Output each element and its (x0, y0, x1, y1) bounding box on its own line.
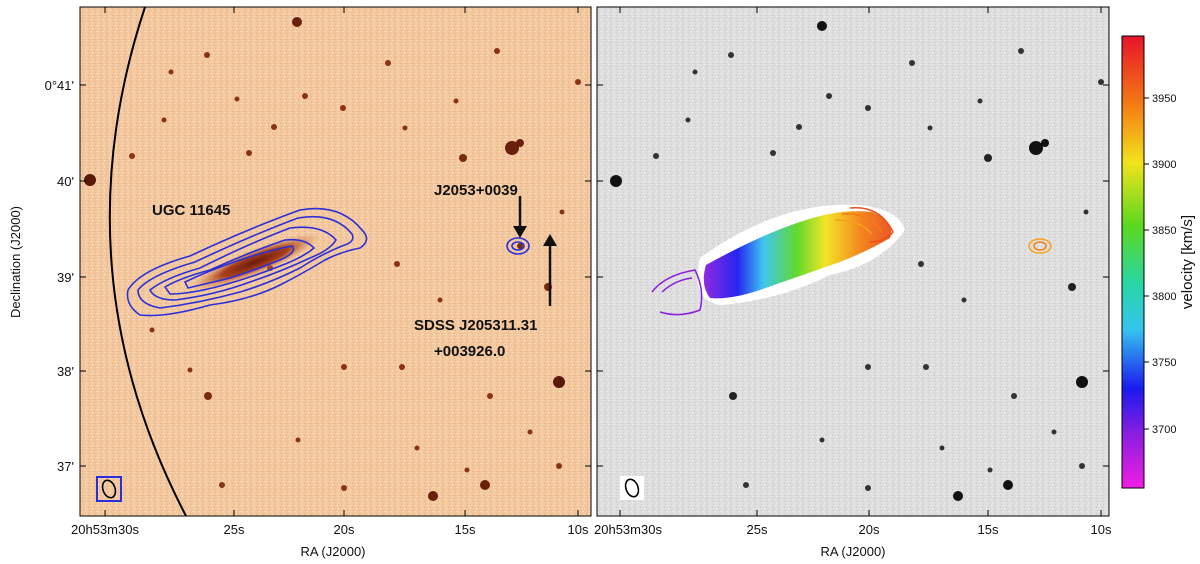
left-ylabel: Declination (J2000) (8, 206, 23, 318)
left-x-ticks (104, 7, 579, 516)
cbtick-3800: 3800 (1152, 291, 1176, 303)
right-x-ticks (619, 7, 1102, 516)
cbtick-3700: 3700 (1152, 424, 1176, 436)
left-panel-image (80, 7, 591, 516)
left-xtick-25: 25s (224, 522, 245, 537)
left-xtick-30: 20h53m30s (71, 522, 139, 537)
right-xlabel: RA (J2000) (820, 544, 885, 559)
cbtick-3750: 3750 (1152, 357, 1176, 369)
colorbar-label: velocity [km/s] (1179, 215, 1196, 309)
right-xtick-10: 10s (1091, 522, 1112, 537)
left-xtick-15: 15s (455, 522, 476, 537)
label-sdss-line2: +003926.0 (434, 343, 505, 360)
right-xtick-25: 25s (747, 522, 768, 537)
colorbar-gradient (1121, 35, 1145, 489)
cbtick-3850: 3850 (1152, 225, 1176, 237)
hi-contours-j2053 (506, 237, 530, 255)
ytick-38: 38' (57, 364, 74, 379)
left-y-ticks (80, 84, 591, 467)
cbtick-3950: 3950 (1152, 93, 1176, 105)
label-j2053: J2053+0039 (434, 182, 518, 199)
label-ugc11645: UGC 11645 (152, 202, 230, 219)
arrow-j2053 (513, 196, 527, 238)
ytick-39: 39' (57, 270, 74, 285)
right-xtick-20: 20s (859, 522, 880, 537)
left-stars (84, 7, 581, 516)
ytick-41: 0°41' (45, 78, 74, 93)
left-xtick-20: 20s (334, 522, 355, 537)
velocity-field (703, 211, 892, 299)
right-panel: 20h53m30s 25s 20s 15s 10s RA (J2000) (594, 6, 1112, 559)
arrow-sdss (543, 234, 557, 306)
cbtick-3900: 3900 (1152, 159, 1176, 171)
left-xtick-10: 10s (568, 522, 589, 537)
right-xtick-30: 20h53m30s (594, 522, 662, 537)
right-xtick-15: 15s (978, 522, 999, 537)
right-stars (610, 21, 1104, 501)
beam-right (620, 476, 644, 500)
right-y-ticks (597, 84, 1109, 467)
colorbar: 3950 3900 3850 3800 3750 3700 velocity [… (1121, 35, 1196, 489)
ytick-40: 40' (57, 174, 74, 189)
hi-contours-ugc11645 (126, 207, 368, 317)
label-sdss-line1: SDSS J205311.31 (414, 317, 537, 334)
beam-box (96, 476, 122, 502)
left-xlabel: RA (J2000) (300, 544, 365, 559)
velocity-contours (651, 206, 1052, 316)
left-panel: UGC 11645 J2053+0039 SDSS J205311.31 +00… (8, 6, 592, 559)
ytick-37: 37' (57, 459, 74, 474)
